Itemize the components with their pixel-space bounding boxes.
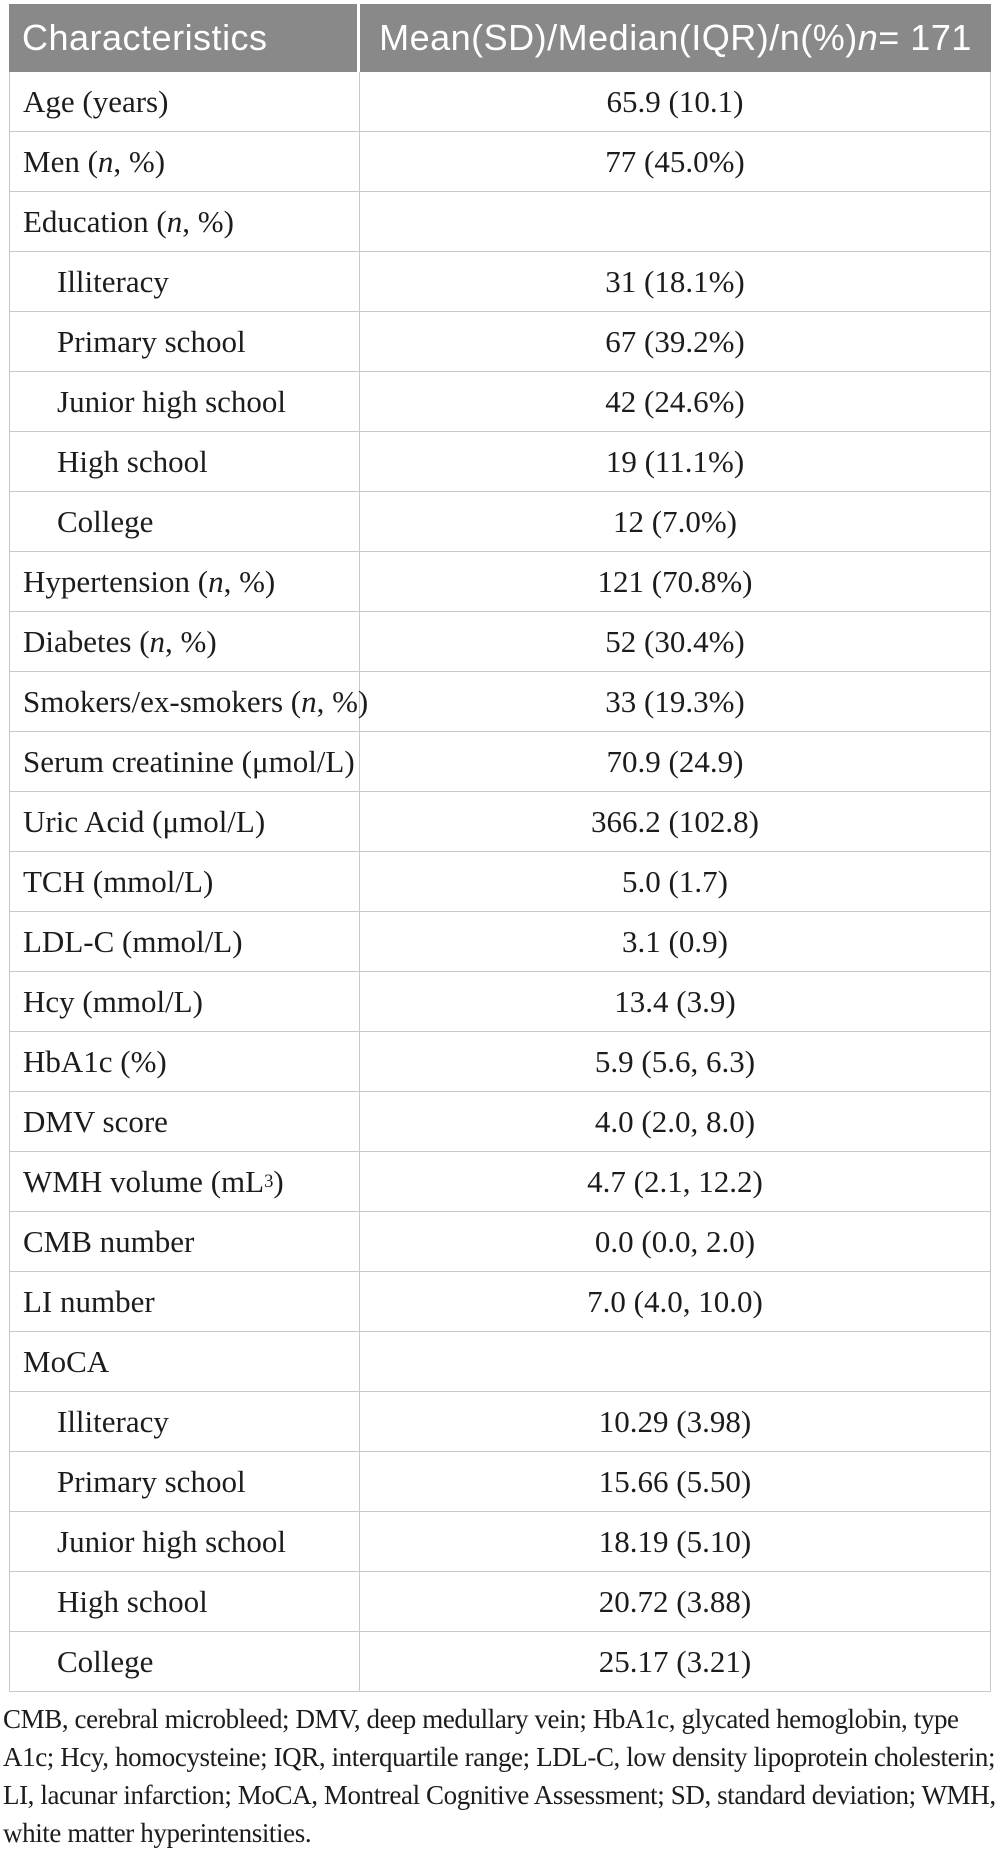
table-row: Uric Acid (μmol/L) 366.2 (102.8) <box>10 792 990 852</box>
header-cell-values: Mean(SD)/Median(IQR)/n(%) n = 171 <box>360 4 991 72</box>
row-label: High school <box>10 432 360 491</box>
row-value: 31 (18.1%) <box>605 264 745 299</box>
table-row: Junior high school 42 (24.6%) <box>10 372 990 432</box>
table-row: Smokers/ex-smokers (n, %) 33 (19.3%) <box>10 672 990 732</box>
table-header-row: Characteristics Mean(SD)/Median(IQR)/n(%… <box>9 4 991 72</box>
row-value: 5.9 (5.6, 6.3) <box>594 1044 756 1079</box>
table-row: Primary school 67 (39.2%) <box>10 312 990 372</box>
row-label: WMH volume (mL 3) <box>10 1152 360 1211</box>
row-value: 25.17 (3.21) <box>598 1644 752 1679</box>
table-row: High school 20.72 (3.88) <box>10 1572 990 1632</box>
row-label: Hypertension (n, %) <box>10 552 360 611</box>
row-label: LI number <box>10 1272 360 1331</box>
table-row: Hcy (mmol/L) 13.4 (3.9) <box>10 972 990 1032</box>
table-row: Hypertension (n, %) 121 (70.8%) <box>10 552 990 612</box>
row-value: 0.0 (0.0, 2.0) <box>594 1224 756 1259</box>
table-row: LI number 7.0 (4.0, 10.0) <box>10 1272 990 1332</box>
row-value: 77 (45.0%) <box>605 144 745 179</box>
row-label: Junior high school <box>10 1512 360 1571</box>
row-value: 4.7 (2.1, 12.2) <box>587 1164 763 1199</box>
table-row: DMV score 4.0 (2.0, 8.0) <box>10 1092 990 1152</box>
row-value: 65.9 (10.1) <box>606 84 744 119</box>
row-label: Illiteracy <box>10 252 360 311</box>
row-value: 33 (19.3%) <box>605 684 745 719</box>
row-label: College <box>10 492 360 551</box>
row-label: Serum creatinine (μmol/L) <box>10 732 360 791</box>
row-value: 67 (39.2%) <box>605 324 745 359</box>
row-label: Primary school <box>10 312 360 371</box>
header-cell-characteristics: Characteristics <box>9 4 360 72</box>
table-row: Primary school 15.66 (5.50) <box>10 1452 990 1512</box>
row-value: 5.0 (1.7) <box>622 864 728 899</box>
row-label: Age (years) <box>10 72 360 131</box>
table-body: Age (years) 65.9 (10.1) Men (n, %) 77 (45.0… <box>9 72 991 1692</box>
row-label: High school <box>10 1572 360 1631</box>
table-row: Men (n, %) 77 (45.0%) <box>10 132 990 192</box>
row-value <box>360 192 990 251</box>
table-footnote: CMB, cerebral microbleed; DMV, deep medu… <box>3 1704 996 1848</box>
table-row: MoCA <box>10 1332 990 1392</box>
row-value: 19 (11.1%) <box>605 444 745 479</box>
row-label: Illiteracy <box>10 1392 360 1451</box>
table-row: High school 19 (11.1%) <box>10 432 990 492</box>
row-label: LDL-C (mmol/L) <box>10 912 360 971</box>
characteristics-table: Characteristics Mean(SD)/Median(IQR)/n(%… <box>9 4 991 1692</box>
row-label: Uric Acid (μmol/L) <box>10 792 360 851</box>
table-row: CMB number 0.0 (0.0, 2.0) <box>10 1212 990 1272</box>
row-label: MoCA <box>10 1332 360 1391</box>
row-value: 7.0 (4.0, 10.0) <box>587 1284 763 1319</box>
table-row: Illiteracy 10.29 (3.98) <box>10 1392 990 1452</box>
table-row: Age (years) 65.9 (10.1) <box>10 72 990 132</box>
table-row: Junior high school 18.19 (5.10) <box>10 1512 990 1572</box>
row-label: College <box>10 1632 360 1691</box>
row-value <box>360 1332 990 1391</box>
row-value: 10.29 (3.98) <box>598 1404 752 1439</box>
row-value: 42 (24.6%) <box>605 384 745 419</box>
row-label: DMV score <box>10 1092 360 1151</box>
table-row: LDL-C (mmol/L) 3.1 (0.9) <box>10 912 990 972</box>
row-value: 13.4 (3.9) <box>614 984 736 1019</box>
row-value: 18.19 (5.10) <box>598 1524 752 1559</box>
table-row: WMH volume (mL 3) 4.7 (2.1, 12.2) <box>10 1152 990 1212</box>
table-row: College 12 (7.0%) <box>10 492 990 552</box>
row-value: 3.1 (0.9) <box>622 924 728 959</box>
table-row: Education (n, %) <box>10 192 990 252</box>
row-label: Hcy (mmol/L) <box>10 972 360 1031</box>
row-value: 4.0 (2.0, 8.0) <box>594 1104 756 1139</box>
row-value: 52 (30.4%) <box>605 624 745 659</box>
row-label: TCH (mmol/L) <box>10 852 360 911</box>
row-value: 12 (7.0%) <box>613 504 737 539</box>
table-row: Illiteracy 31 (18.1%) <box>10 252 990 312</box>
row-label: HbA1c (%) <box>10 1032 360 1091</box>
row-value: 366.2 (102.8) <box>591 804 759 839</box>
table-row: TCH (mmol/L) 5.0 (1.7) <box>10 852 990 912</box>
table-row: College 25.17 (3.21) <box>10 1632 990 1692</box>
row-value: 15.66 (5.50) <box>598 1464 752 1499</box>
row-label: Smokers/ex-smokers (n, %) <box>10 672 368 731</box>
row-value: 121 (70.8%) <box>597 564 753 599</box>
row-label: CMB number <box>10 1212 360 1271</box>
row-label: Junior high school <box>10 372 360 431</box>
row-label: Men (n, %) <box>10 132 360 191</box>
table-row: Serum creatinine (μmol/L) 70.9 (24.9) <box>10 732 990 792</box>
row-value: 20.72 (3.88) <box>598 1584 752 1619</box>
row-value: 70.9 (24.9) <box>606 744 744 779</box>
table-row: Diabetes (n, %) 52 (30.4%) <box>10 612 990 672</box>
row-label: Diabetes (n, %) <box>10 612 360 671</box>
row-label: Education (n, %) <box>10 192 360 251</box>
row-label: Primary school <box>10 1452 360 1511</box>
table-row: HbA1c (%) 5.9 (5.6, 6.3) <box>10 1032 990 1092</box>
